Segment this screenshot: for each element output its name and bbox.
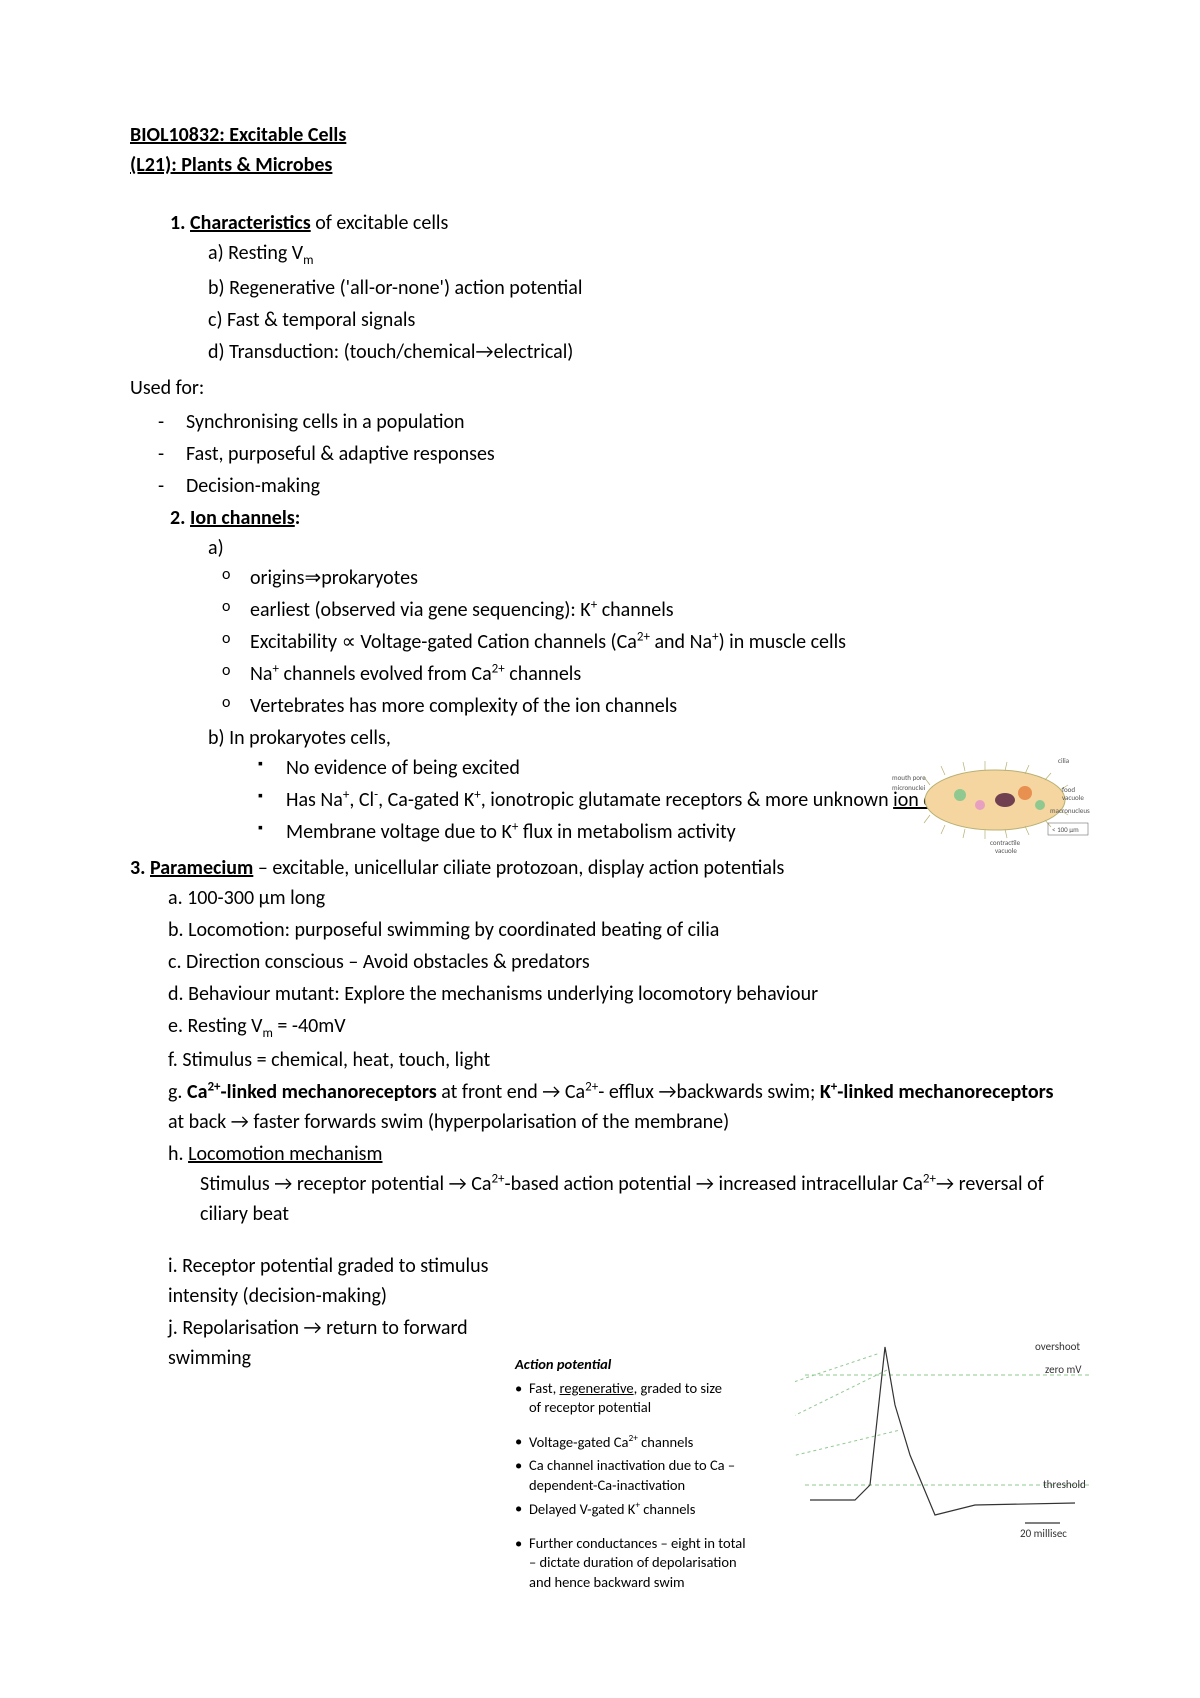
section-3-after: – excitable, unicellular ciliate protozo… [253, 856, 784, 880]
item-3c: c. Direction conscious – Avoid obstacles… [168, 947, 1070, 977]
item-3f: f. Stimulus = chemical, heat, touch, lig… [168, 1045, 1070, 1075]
item-3g: g. Ca2+-linked mechanoreceptors at front… [168, 1077, 1070, 1137]
item-2a-4: Vertebrates has more complexity of the i… [250, 691, 1070, 721]
item-2a-3: Na+ channels evolved from Ca2+ channels [250, 659, 1070, 689]
ap-b2: Voltage-gated Ca2+ channels [515, 1432, 745, 1452]
action-potential-panel: Action potential Fast, regenerative, gra… [515, 1355, 1095, 1596]
num-2: 2. [170, 506, 185, 530]
item-3a: a. 100-300 μm long [168, 883, 1070, 913]
ap-b5: Further conductances – eight in total – … [515, 1534, 755, 1593]
section-1-title: Characteristics [190, 211, 311, 235]
paramecium-diagram: cilia mouth pore micronuclei foodvacuole… [890, 745, 1090, 855]
item-1c: c) Fast & temporal signals [208, 305, 1070, 335]
item-3j: j. Repolarisation → return to forward sw… [168, 1313, 498, 1373]
item-2a-1: earliest (observed via gene sequencing):… [250, 595, 1070, 625]
svg-text:vacuole: vacuole [1062, 793, 1084, 802]
item-3h: h. Locomotion mechanism Stimulus → recep… [168, 1139, 1070, 1229]
scale-label: < 100 μm [1052, 825, 1079, 834]
item-2a: a) origins⇒prokaryotes earliest (observe… [208, 533, 1070, 721]
overshoot-label: overshoot [1035, 1340, 1080, 1353]
ap-b3: Ca channel inactivation due to Ca –depen… [515, 1456, 745, 1495]
section-2-title: Ion channels [190, 506, 295, 530]
ap-graph: overshoot zero mV threshold 20 millisec [795, 1335, 1095, 1555]
item-1d: d) Transduction: (touch/chemical→electri… [208, 337, 1070, 367]
item-2a-0: origins⇒prokaryotes [250, 563, 1070, 593]
used-for-label: Used for: [130, 373, 1070, 403]
timescale-label: 20 millisec [1020, 1527, 1067, 1540]
used-for-1: Fast, purposeful & adaptive responses [186, 439, 1070, 469]
lecture-title: (L21): Plants & Microbes [130, 150, 1070, 180]
item-3e: e. Resting Vm = -40mV [168, 1011, 1070, 1044]
section-3-title: Paramecium [150, 856, 253, 880]
micronuclei-label: micronuclei [892, 783, 926, 792]
num-1: 1. [170, 211, 185, 235]
used-for-2: Decision-making [186, 471, 1070, 501]
item-3i: i. Receptor potential graded to stimulus… [168, 1251, 498, 1311]
cilia-label: cilia [1058, 756, 1069, 765]
threshold-label: threshold [1043, 1478, 1086, 1491]
item-1b: b) Regenerative ('all-or-none') action p… [208, 273, 1070, 303]
item-1a: a) Resting Vm [208, 238, 1070, 271]
section-3: 3. Paramecium – excitable, unicellular c… [130, 853, 1070, 1374]
zero-label: zero mV [1045, 1363, 1082, 1376]
section-1: 1. Characteristics of excitable cells a)… [170, 208, 1070, 367]
ap-b4: Delayed V-gated K+ channels [515, 1499, 745, 1519]
course-title: BIOL10832: Excitable Cells [130, 120, 1070, 150]
mouth-label: mouth pore [892, 773, 926, 782]
macronucleus-label: macronucleus [1050, 806, 1090, 815]
item-2a-2: Excitability ∝ Voltage-gated Cation chan… [250, 627, 1070, 657]
svg-text:vacuole: vacuole [995, 846, 1017, 855]
num-3: 3. [130, 856, 145, 880]
section-1-after: of excitable cells [311, 211, 449, 235]
used-for-0: Synchronising cells in a population [186, 407, 1070, 437]
ap-b1: Fast, regenerative, graded to size of re… [515, 1379, 735, 1418]
item-3d: d. Behaviour mutant: Explore the mechani… [168, 979, 828, 1009]
item-3b: b. Locomotion: purposeful swimming by co… [168, 915, 828, 945]
